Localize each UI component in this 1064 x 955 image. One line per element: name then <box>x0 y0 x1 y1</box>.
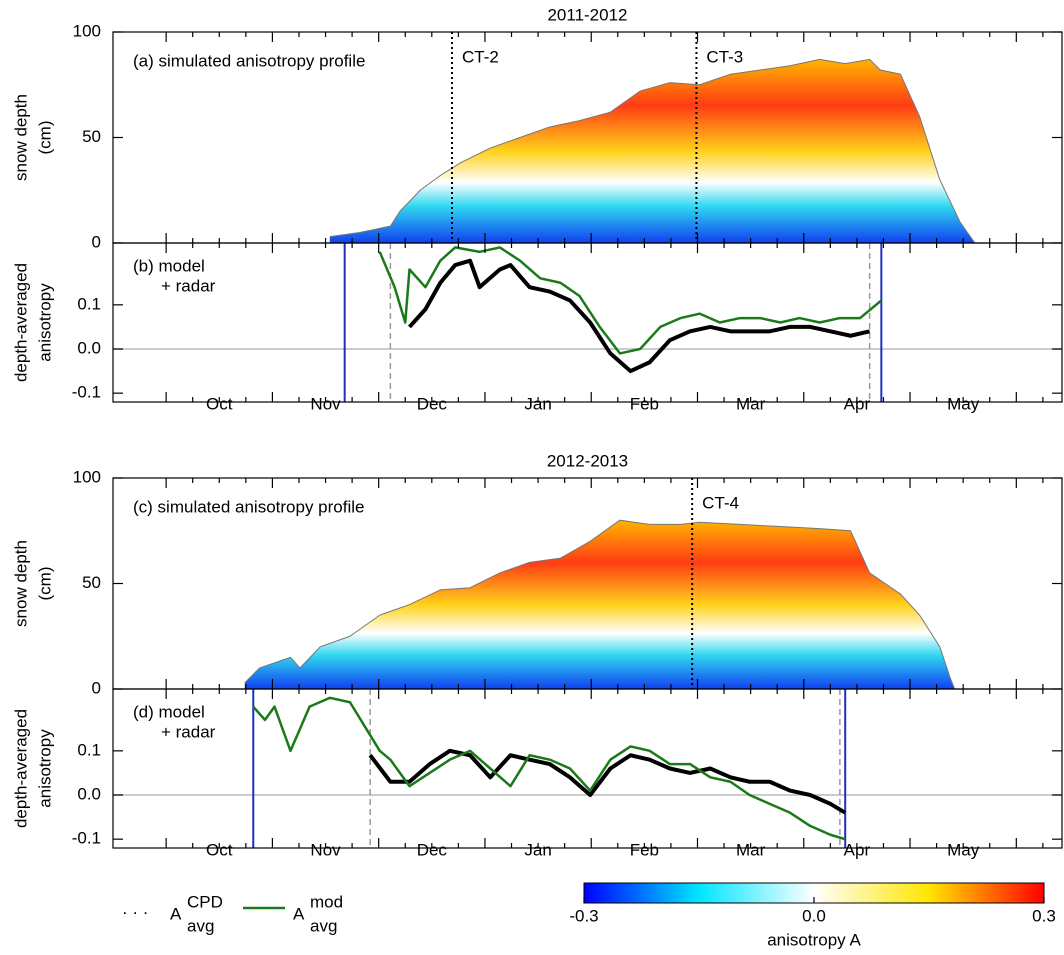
y-axis-label: anisotropy <box>35 283 54 362</box>
ct-marker-label: CT-3 <box>706 47 743 66</box>
legend-label-sup: mod <box>310 892 343 911</box>
panel-annotation: + radar <box>161 722 216 741</box>
x-tick-label: Oct <box>206 394 233 413</box>
x-tick-label: Feb <box>630 840 659 859</box>
x-tick-label: Dec <box>417 394 448 413</box>
y-tick-label: 0.1 <box>77 740 101 759</box>
y-tick-label: 0.0 <box>77 784 101 803</box>
y-tick-label: 100 <box>73 467 101 486</box>
y-tick-label: -0.1 <box>72 383 101 402</box>
x-tick-label: May <box>947 394 980 413</box>
y-axis-label: depth-averaged <box>11 263 30 382</box>
snow-depth-line <box>329 58 976 244</box>
legend-label: A <box>170 904 182 923</box>
panel-annotation: (c) simulated anisotropy profile <box>133 497 364 516</box>
colorbar-tick-label: 0.3 <box>1032 906 1056 925</box>
y-tick-label: 50 <box>82 127 101 146</box>
y-tick-label: -0.1 <box>72 829 101 848</box>
x-tick-label: Nov <box>310 840 341 859</box>
panel-annotation: + radar <box>161 276 216 295</box>
panel-annotation: (a) simulated anisotropy profile <box>133 51 365 70</box>
x-tick-label: Apr <box>844 840 871 859</box>
x-tick-label: Apr <box>844 394 871 413</box>
x-tick-label: Jan <box>524 394 551 413</box>
x-tick-label: May <box>947 840 980 859</box>
radar-line <box>368 748 847 815</box>
y-tick-label: 0.1 <box>77 294 101 313</box>
x-tick-label: Mar <box>736 394 766 413</box>
colorbar-label: anisotropy A <box>767 930 861 949</box>
y-tick-label: 0 <box>92 232 101 251</box>
colorbar-tick-label: -0.3 <box>569 906 598 925</box>
panel-title: 2011-2012 <box>547 5 627 24</box>
legend-label-sub: avg <box>187 916 214 935</box>
legend-dots: · · · <box>122 902 148 921</box>
x-tick-label: Nov <box>310 394 341 413</box>
model-line <box>252 696 846 841</box>
y-tick-label: 0 <box>92 678 101 697</box>
y-axis-label: (cm) <box>35 567 54 601</box>
y-axis-label: snow depth <box>11 540 30 627</box>
panel-annotation: (b) model <box>133 256 205 275</box>
x-tick-label: Jan <box>524 840 551 859</box>
colorbar-tick-label: 0.0 <box>802 906 826 925</box>
snow-profile-area <box>329 59 975 244</box>
radar-line <box>408 258 871 374</box>
panel-title: 2012-2013 <box>547 451 628 470</box>
legend-label-sub: avg <box>310 916 337 935</box>
snow-profile-area <box>244 520 955 689</box>
ct-marker-label: CT-2 <box>462 47 499 66</box>
y-axis-label: snow depth <box>11 94 30 181</box>
y-tick-label: 0.0 <box>77 338 101 357</box>
y-axis-label: depth-averaged <box>11 709 30 828</box>
x-tick-label: Feb <box>630 394 659 413</box>
panel-frame <box>112 242 1063 403</box>
legend-label: A <box>293 904 305 923</box>
y-tick-label: 50 <box>82 573 101 592</box>
x-tick-label: Oct <box>206 840 233 859</box>
x-tick-label: Dec <box>417 840 448 859</box>
panel-annotation: (d) model <box>133 702 205 721</box>
model-line <box>378 246 883 355</box>
ct-marker-label: CT-4 <box>702 493 739 512</box>
y-tick-label: 100 <box>73 21 101 40</box>
y-axis-label: (cm) <box>35 121 54 155</box>
legend-label-sup: CPD <box>187 892 223 911</box>
y-axis-label: anisotropy <box>35 729 54 808</box>
x-tick-label: Mar <box>736 840 766 859</box>
panel-frame <box>112 688 1063 849</box>
snow-depth-line <box>244 519 956 690</box>
